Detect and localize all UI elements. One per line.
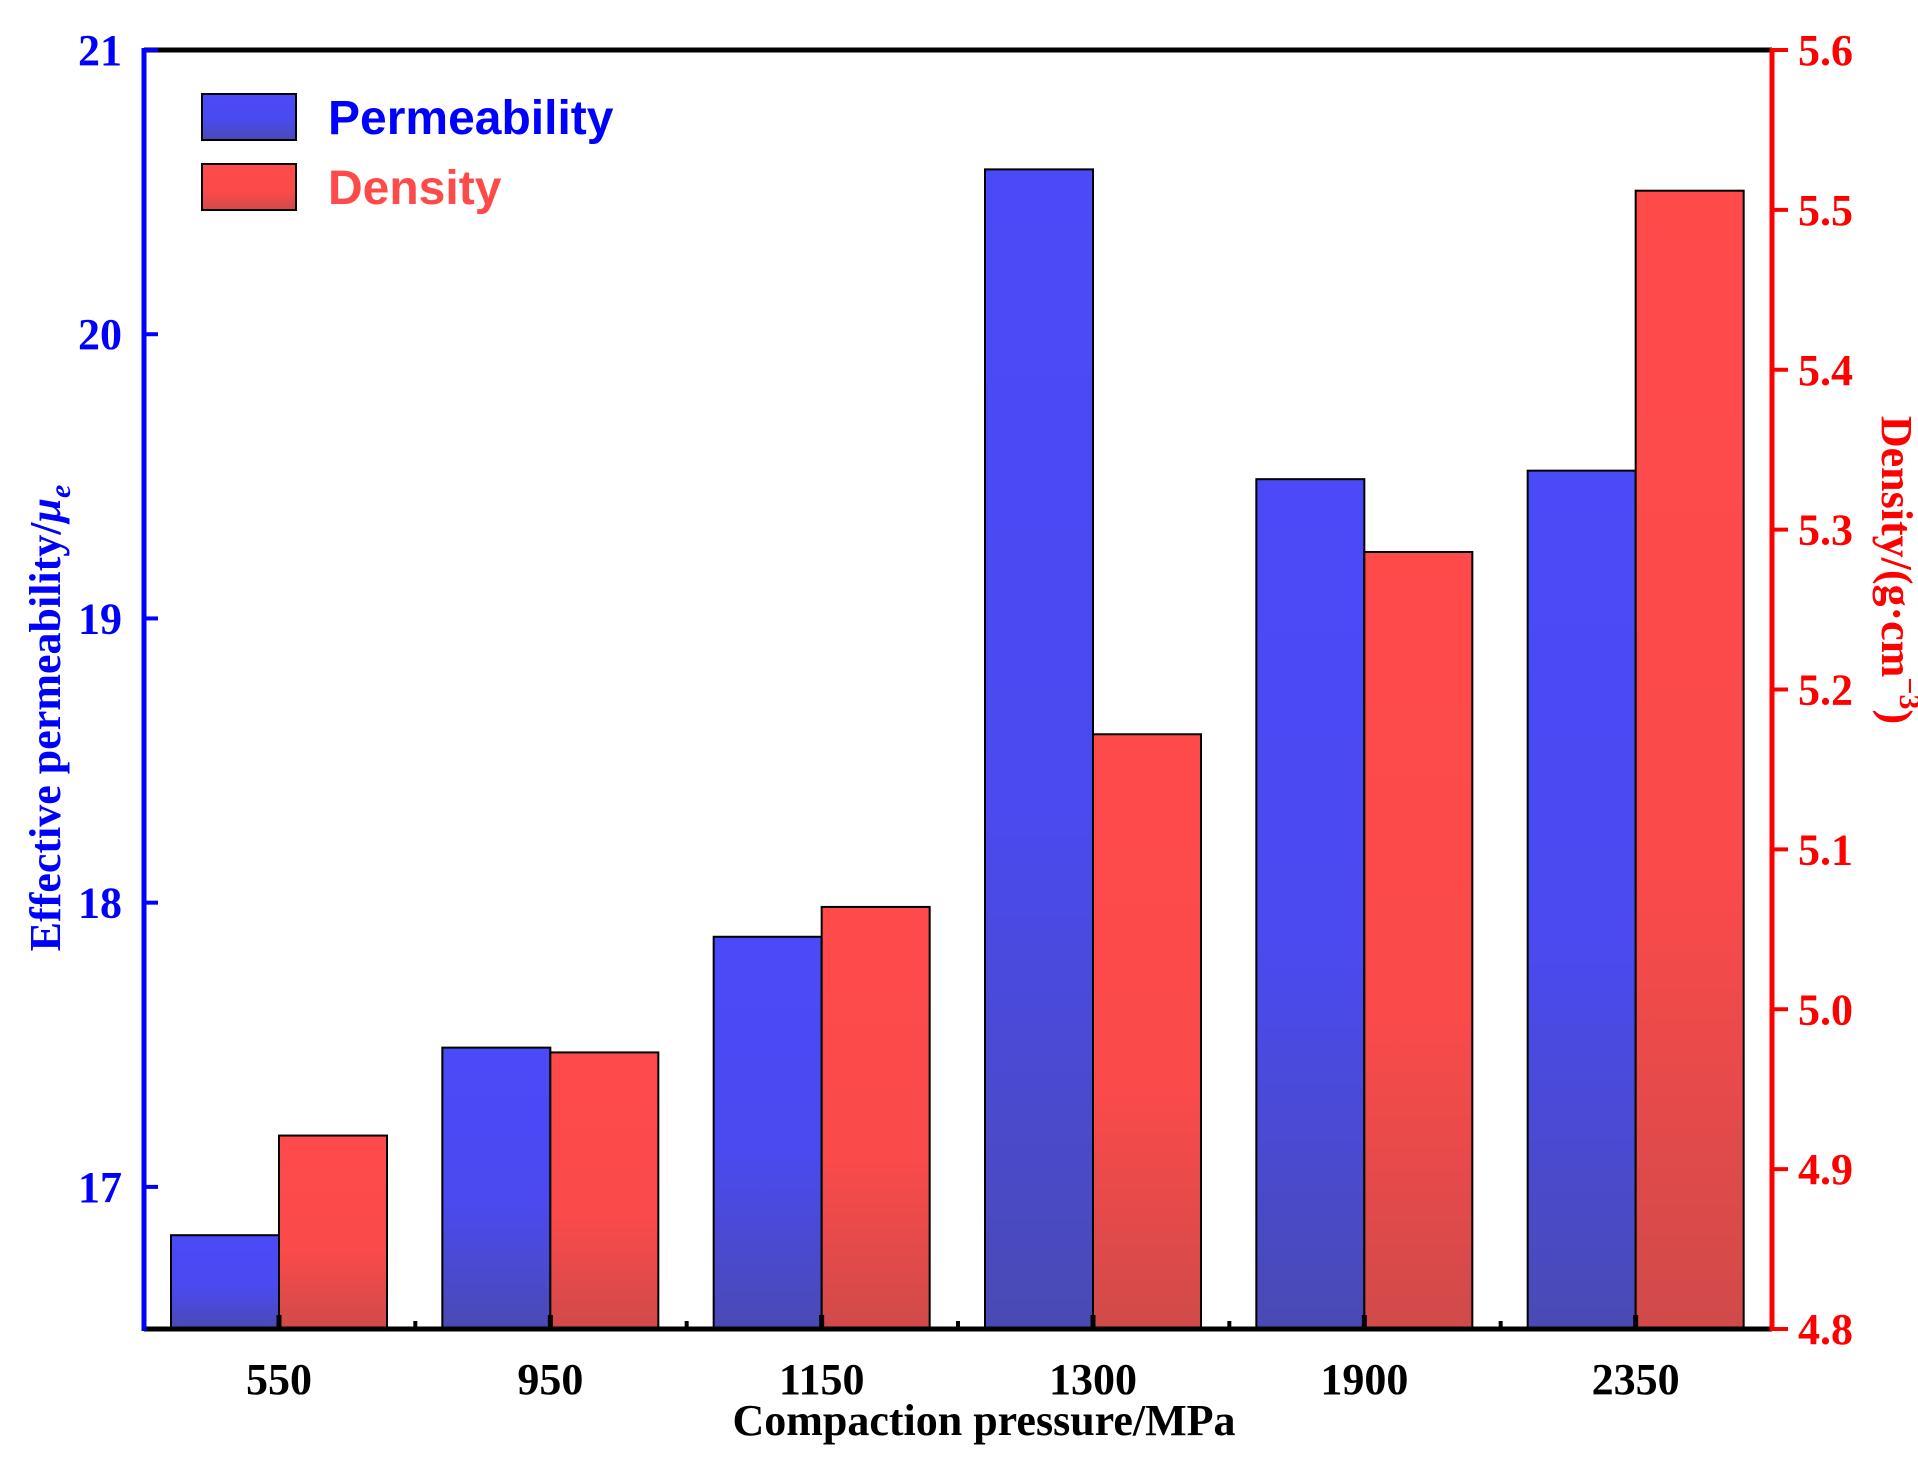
right-axis-title-close: ) (1872, 709, 1918, 724)
right-tick-label-5.1: 5.1 (1798, 825, 1853, 874)
right-tick-label-4.9: 4.9 (1798, 1145, 1853, 1194)
right-tick-label-5.0: 5.0 (1798, 985, 1853, 1034)
bar-density-550 (278, 1134, 388, 1331)
bar-permeability-2350 (1526, 469, 1637, 1331)
right-axis-title-main: Density/(g·cm (1872, 416, 1918, 678)
legend-swatch-permeability (201, 93, 297, 141)
bar-permeability-950 (441, 1046, 552, 1330)
bar-density-2350 (1634, 189, 1745, 1331)
x-axis-title: Compaction pressure/MPa (732, 1396, 1235, 1445)
right-tick-label-5.6: 5.6 (1798, 26, 1853, 75)
legend-label-density: Density (328, 162, 502, 215)
left-axis-title-main: Effective permeability/ (21, 522, 70, 952)
x-tick-label-1300: 1300 (1049, 1355, 1137, 1404)
right-axis-title: Density/(g·cm−3) (1872, 416, 1918, 724)
right-tick-label-4.8: 4.8 (1798, 1305, 1853, 1354)
left-tick-label-20: 20 (78, 310, 122, 359)
legend: Permeability Density (201, 92, 614, 215)
left-tick-label-18: 18 (78, 879, 122, 928)
bar-permeability-1150 (712, 935, 823, 1330)
right-tick-label-5.5: 5.5 (1798, 186, 1853, 235)
x-tick-label-1900: 1900 (1320, 1355, 1408, 1404)
bar-density-950 (549, 1051, 660, 1330)
left-axis-title-subscript: e (44, 485, 77, 498)
left-tick-label-17: 17 (78, 1163, 122, 1212)
ticks-group: 17 18 19 20 21 4.8 4.9 5.0 5.1 5.2 5.3 5.4 5.5 5.6 550… (78, 26, 1853, 1404)
legend-swatch-density (201, 163, 297, 211)
right-tick-label-5.3: 5.3 (1798, 506, 1853, 555)
bar-density-1900 (1363, 551, 1474, 1330)
right-tick-label-5.2: 5.2 (1798, 666, 1853, 715)
bar-permeability-550 (170, 1234, 280, 1330)
x-tick-label-550: 550 (246, 1355, 312, 1404)
x-tick-label-1150: 1150 (779, 1355, 865, 1404)
x-tick-label-950: 950 (517, 1355, 583, 1404)
bar-density-1150 (820, 905, 931, 1330)
bars-group (170, 168, 1745, 1331)
left-axis-title-symbol: μ (21, 498, 70, 524)
x-tick-label-2350: 2350 (1592, 1355, 1680, 1404)
right-tick-label-5.4: 5.4 (1798, 346, 1853, 395)
legend-label-permeability: Permeability (328, 92, 614, 145)
left-axis-title: Effective permeability/μe (21, 485, 77, 952)
right-axis-title-superscript: −3 (1893, 677, 1918, 709)
bar-permeability-1900 (1255, 478, 1366, 1331)
bar-permeability-1300 (984, 168, 1094, 1331)
left-tick-label-21: 21 (78, 26, 122, 75)
bar-density-1300 (1092, 733, 1202, 1330)
left-tick-label-19: 19 (78, 594, 122, 643)
